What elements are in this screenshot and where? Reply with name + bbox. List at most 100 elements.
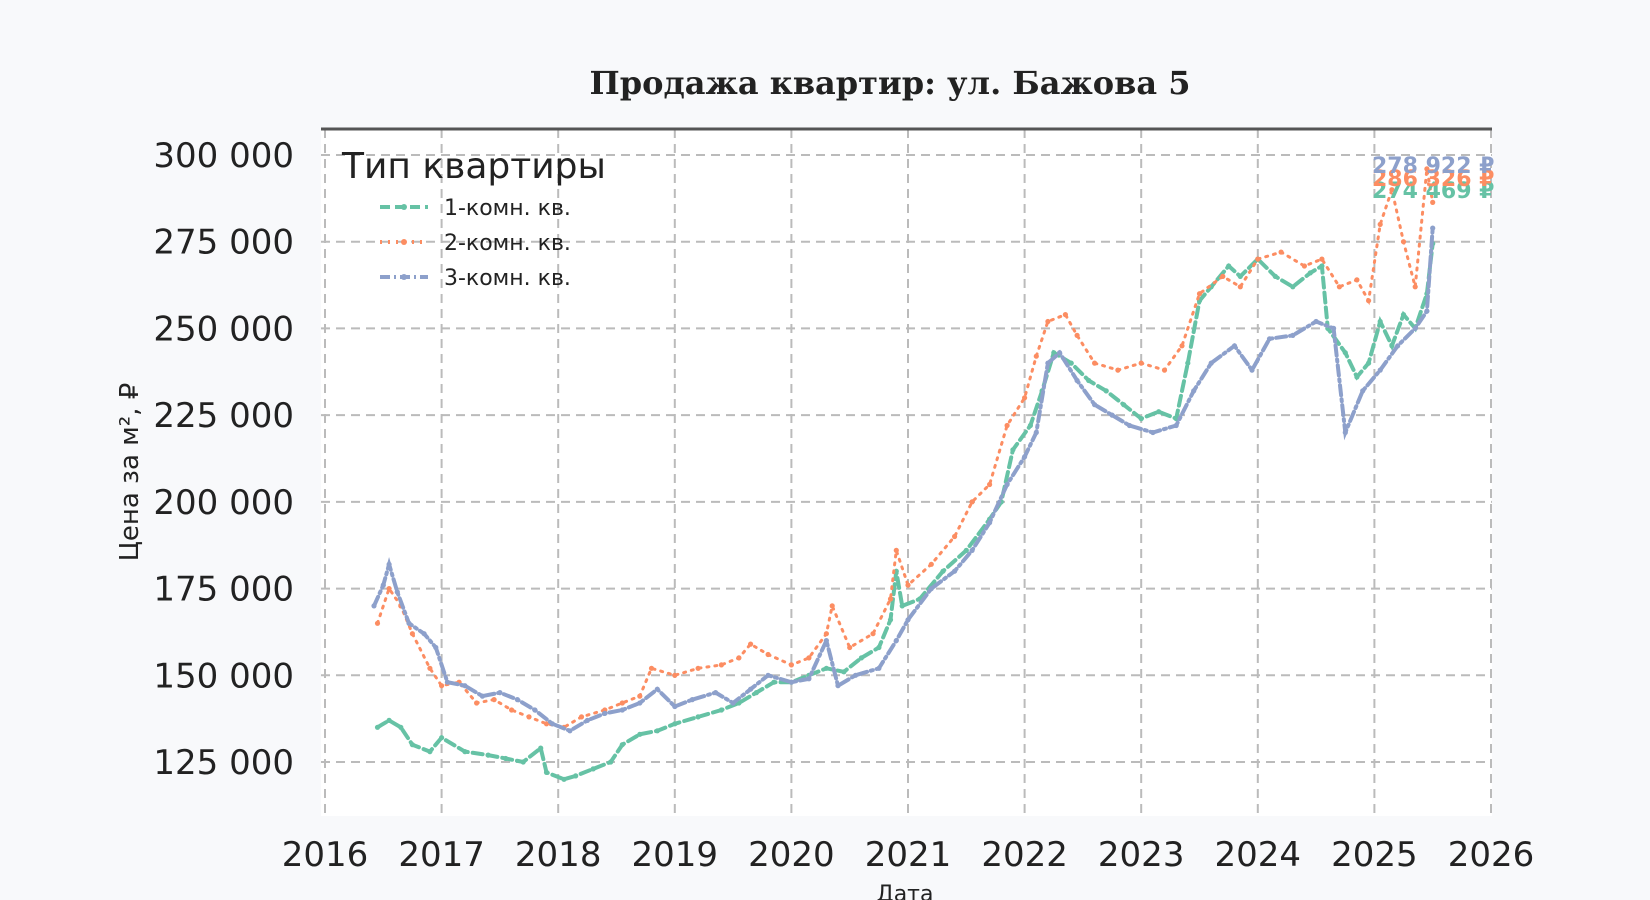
y-tick-label: 225 000 (153, 396, 294, 436)
legend-item: 1-комн. кв. (380, 196, 571, 221)
data-point (439, 683, 445, 689)
data-point (788, 679, 795, 685)
legend-marker (401, 274, 407, 280)
data-point (1068, 360, 1074, 366)
data-point (1278, 249, 1284, 255)
data-point (398, 724, 404, 730)
data-point (672, 721, 678, 727)
data-point (1377, 318, 1383, 325)
data-point (870, 631, 876, 637)
data-point (497, 690, 503, 696)
data-point (987, 481, 993, 488)
data-point (462, 683, 468, 689)
data-point (573, 773, 579, 779)
data-point (406, 620, 412, 626)
data-point (893, 638, 899, 644)
data-point (394, 589, 400, 595)
y-tick-label: 125 000 (153, 743, 294, 783)
data-point (1290, 332, 1296, 338)
data-point (876, 665, 882, 671)
data-point (1237, 273, 1243, 279)
data-point (788, 662, 795, 668)
data-point (1045, 318, 1051, 325)
data-point (748, 686, 754, 692)
series-line (376, 168, 1435, 729)
series-layer (371, 166, 1436, 782)
data-point (386, 586, 392, 592)
x-tick-label: 2021 (865, 835, 952, 875)
legend-item: 2-комн. кв. (380, 231, 571, 256)
data-point (1173, 416, 1179, 422)
data-point (374, 620, 381, 626)
legend-title: Тип квартиры (341, 146, 606, 187)
legend-label: 3-комн. кв. (444, 266, 571, 291)
data-point (876, 644, 882, 651)
series-3 (371, 225, 1436, 734)
data-point (730, 700, 736, 706)
data-point (858, 655, 865, 661)
data-point (1191, 388, 1197, 394)
data-point (1033, 429, 1039, 436)
data-point (1424, 308, 1430, 314)
data-point (1109, 412, 1115, 418)
data-point (1022, 395, 1028, 401)
data-point (1237, 284, 1243, 290)
data-point (887, 617, 894, 623)
data-point (648, 665, 655, 671)
data-point (427, 665, 433, 671)
data-point (421, 631, 427, 637)
data-point (1074, 332, 1080, 338)
data-point (637, 693, 643, 699)
data-point (479, 693, 485, 699)
data-point (1377, 367, 1383, 373)
data-point (1010, 447, 1016, 453)
data-point (1086, 377, 1092, 384)
data-point (1033, 353, 1039, 359)
data-point (1062, 312, 1068, 318)
data-point (386, 717, 392, 724)
data-point (1319, 263, 1325, 269)
data-point (963, 547, 969, 554)
data-point (462, 749, 468, 755)
y-axis-label: Цена за м², ₽ (115, 383, 145, 562)
data-point (1092, 402, 1098, 408)
data-point (765, 651, 771, 658)
series-2 (374, 166, 1436, 730)
data-point (474, 700, 480, 706)
x-axis-ticks: 2016 2017 2018 2019 2020 2021 2022 2023 2024 2025… (282, 835, 1535, 875)
data-point (1173, 422, 1179, 429)
data-point (969, 499, 975, 505)
legend-marker (401, 239, 407, 245)
data-point (409, 742, 415, 748)
y-tick-label: 300 000 (153, 136, 294, 176)
data-point (1354, 277, 1360, 283)
data-point (887, 596, 894, 602)
data-point (578, 714, 585, 720)
data-point (928, 561, 934, 567)
data-point (689, 697, 695, 703)
data-point (1138, 416, 1144, 422)
data-point (1360, 388, 1366, 394)
data-point (1301, 263, 1307, 269)
data-point (526, 714, 532, 720)
data-point (433, 644, 439, 651)
data-point (1400, 312, 1407, 318)
x-tick-label: 2018 (515, 835, 602, 875)
data-point (538, 745, 544, 751)
data-point (1430, 199, 1436, 205)
data-point (823, 638, 830, 644)
x-tick-label: 2022 (981, 835, 1068, 875)
data-point (852, 672, 859, 678)
data-point (1057, 350, 1063, 356)
data-point (1126, 422, 1133, 429)
legend-label: 1-комн. кв. (444, 196, 571, 221)
data-point (1156, 409, 1162, 415)
data-point (1336, 284, 1342, 290)
data-point (1161, 367, 1168, 373)
data-point (1424, 166, 1430, 172)
data-point (409, 631, 415, 637)
data-point (718, 662, 725, 668)
data-point (736, 655, 742, 661)
legend-item: 3-комн. кв. (380, 266, 571, 291)
